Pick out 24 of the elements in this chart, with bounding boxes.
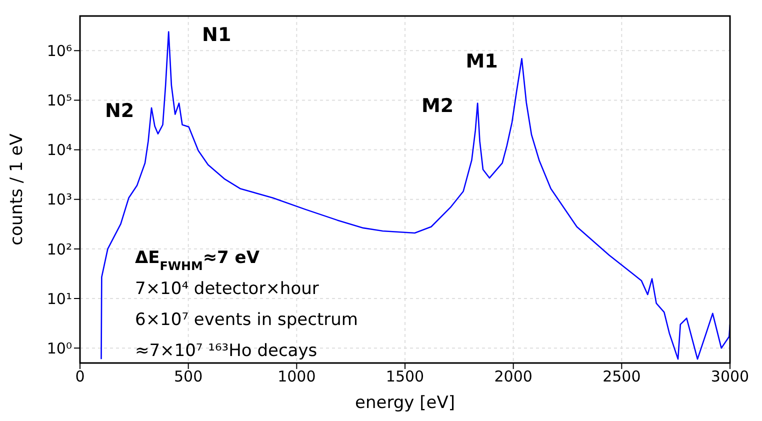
annotation: N2 <box>104 100 134 122</box>
annotation: N1 <box>202 24 232 46</box>
y-tick-label: 10⁶ <box>46 42 72 60</box>
y-tick-label: 10⁴ <box>46 141 72 160</box>
y-tick-label: 10¹ <box>46 290 72 308</box>
annotation: M2 <box>422 95 454 118</box>
x-axis-title: energy [eV] <box>355 393 455 413</box>
x-tick-label: 3000 <box>710 368 750 386</box>
annotation: M1 <box>466 50 498 73</box>
y-tick-label: 10⁵ <box>46 92 72 110</box>
x-tick-label: 2000 <box>494 368 532 386</box>
x-tick-label: 1500 <box>386 368 424 386</box>
y-tick-label: 10⁰ <box>46 339 72 358</box>
annotation: 7×10⁴ detector×hour <box>135 279 319 299</box>
annotation: ≈7×10⁷ ¹⁶³Ho decays <box>135 341 318 361</box>
annotation: ΔE$_{FWHM}$≈7 eV <box>135 248 260 273</box>
x-tick-label: 2500 <box>602 368 641 386</box>
x-tick-label: 500 <box>174 368 203 386</box>
y-tick-label: 10³ <box>46 190 72 209</box>
x-tick-label: 0 <box>75 368 85 386</box>
y-axis-title: counts / 1 eV <box>7 133 28 246</box>
y-tick-label: 10² <box>46 240 72 258</box>
x-tick-label: 1000 <box>278 368 316 386</box>
annotation: 6×10⁷ events in spectrum <box>135 310 358 330</box>
